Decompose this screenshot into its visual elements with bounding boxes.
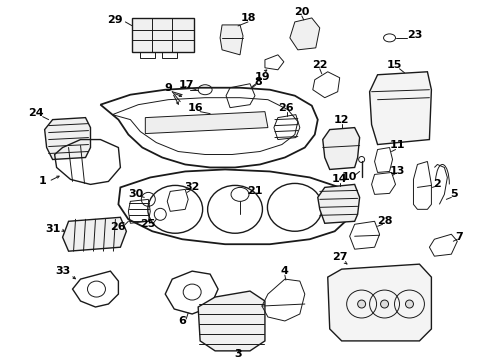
Polygon shape [290, 18, 320, 50]
Text: 7: 7 [455, 232, 463, 242]
Text: 14: 14 [332, 175, 347, 184]
Polygon shape [146, 112, 268, 134]
Polygon shape [318, 184, 360, 223]
Ellipse shape [358, 300, 366, 308]
Polygon shape [45, 118, 91, 159]
Polygon shape [132, 18, 194, 52]
Text: 19: 19 [255, 72, 271, 82]
Text: 9: 9 [164, 83, 172, 93]
Text: 1: 1 [39, 176, 47, 186]
Text: 15: 15 [387, 60, 402, 70]
Polygon shape [63, 217, 126, 251]
Text: 28: 28 [377, 216, 392, 226]
Text: 3: 3 [234, 349, 242, 359]
Text: 33: 33 [55, 266, 70, 276]
Text: 2: 2 [434, 179, 441, 189]
Text: 23: 23 [407, 30, 422, 40]
Text: 21: 21 [247, 186, 263, 197]
Text: 10: 10 [342, 172, 357, 183]
Text: 29: 29 [108, 15, 123, 25]
Polygon shape [323, 127, 360, 170]
Text: 4: 4 [281, 266, 289, 276]
Text: 26: 26 [278, 103, 294, 113]
Text: 11: 11 [390, 140, 405, 149]
Text: 16: 16 [187, 103, 203, 113]
Text: 32: 32 [184, 183, 200, 192]
Text: 25: 25 [141, 219, 156, 229]
Text: 18: 18 [240, 13, 256, 23]
Text: 31: 31 [45, 224, 60, 234]
Ellipse shape [406, 300, 414, 308]
Text: 24: 24 [28, 108, 44, 118]
Text: 5: 5 [450, 189, 458, 199]
Text: 27: 27 [332, 252, 347, 262]
Ellipse shape [381, 300, 389, 308]
Text: 22: 22 [312, 60, 327, 70]
Text: 12: 12 [334, 114, 349, 125]
Text: 20: 20 [294, 7, 310, 17]
Polygon shape [369, 72, 431, 144]
Polygon shape [328, 264, 431, 341]
Text: 30: 30 [129, 189, 144, 199]
Polygon shape [198, 291, 265, 351]
Text: 8: 8 [254, 77, 262, 87]
Text: 6: 6 [178, 316, 186, 326]
Text: 17: 17 [178, 80, 194, 90]
Text: 26: 26 [111, 222, 126, 232]
Polygon shape [220, 25, 243, 55]
Text: 13: 13 [390, 166, 405, 176]
